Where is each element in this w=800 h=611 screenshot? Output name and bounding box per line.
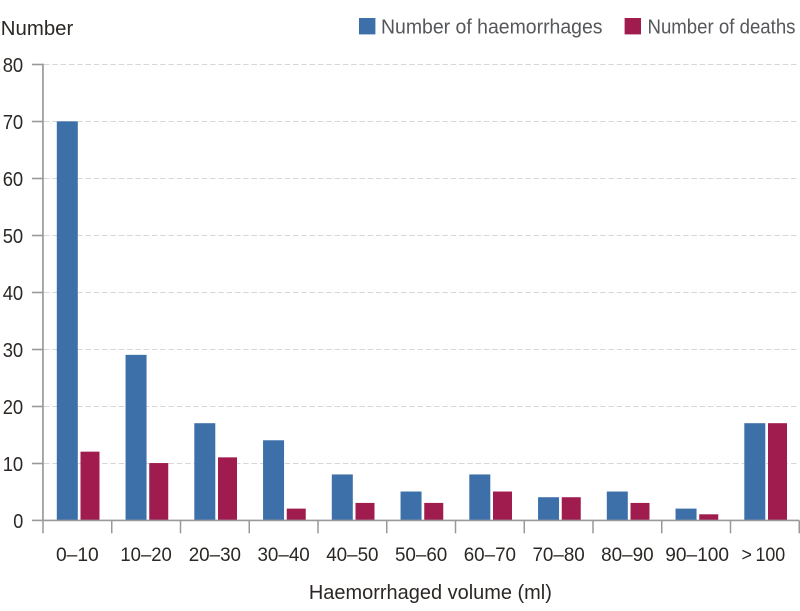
svg-text:Number of haemorrhages: Number of haemorrhages <box>381 17 603 39</box>
svg-text:20–30: 20–30 <box>189 544 241 566</box>
svg-text:50: 50 <box>3 226 24 248</box>
svg-text:40: 40 <box>3 283 24 305</box>
svg-text:60: 60 <box>3 169 24 191</box>
svg-text:Number of deaths: Number of deaths <box>648 17 796 39</box>
svg-text:20: 20 <box>3 397 24 419</box>
svg-text:70: 70 <box>3 112 24 134</box>
svg-text:Number: Number <box>1 17 74 40</box>
svg-text:0: 0 <box>13 511 23 533</box>
svg-text:0–10: 0–10 <box>56 544 99 566</box>
svg-text:70–80: 70–80 <box>532 544 584 566</box>
svg-text:80–90: 80–90 <box>601 544 653 566</box>
svg-text:Haemorrhaged volume (ml): Haemorrhaged volume (ml) <box>309 582 552 604</box>
svg-text:90–100: 90–100 <box>665 544 729 566</box>
svg-text:30: 30 <box>3 340 24 362</box>
svg-text:40–50: 40–50 <box>326 544 378 566</box>
svg-text:80: 80 <box>3 55 24 77</box>
svg-text:> 100: > 100 <box>742 544 786 566</box>
svg-text:10: 10 <box>3 454 24 476</box>
svg-text:60–70: 60–70 <box>464 544 516 566</box>
svg-text:30–40: 30–40 <box>257 544 309 566</box>
svg-text:10–20: 10–20 <box>120 544 171 566</box>
svg-text:50–60: 50–60 <box>395 544 447 566</box>
